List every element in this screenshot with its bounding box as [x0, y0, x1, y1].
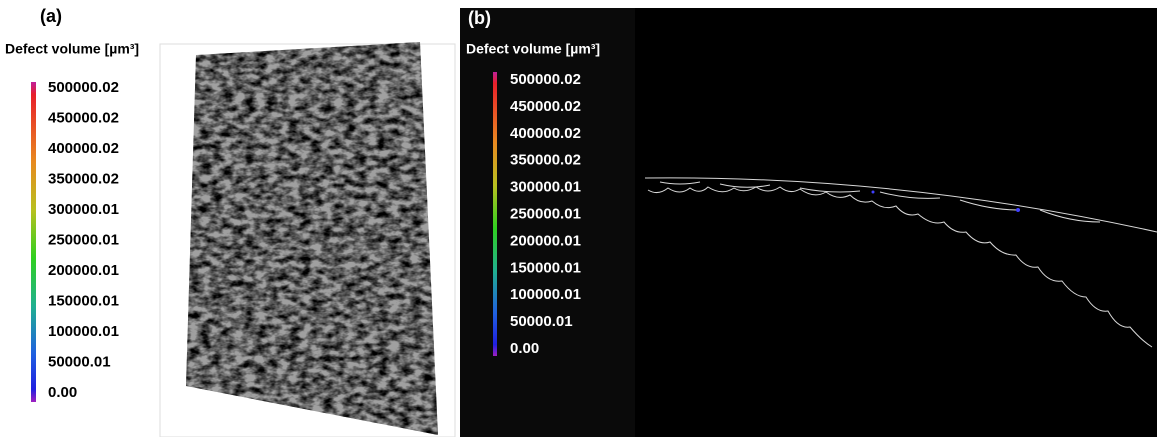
scale-label: 50000.01 [48, 353, 111, 370]
legend-title: Defect volume [µm³] [466, 41, 600, 57]
color-bar [493, 72, 497, 356]
defect-marker [1016, 208, 1020, 212]
scale-label: 450000.02 [48, 109, 119, 126]
scale-label: 100000.01 [510, 286, 581, 303]
scale-label: 300000.01 [510, 179, 581, 196]
scale-label: 0.00 [510, 340, 539, 357]
scale-label: 500000.02 [510, 71, 581, 88]
panel-label: (b) [468, 8, 491, 28]
scale-label: 400000.02 [48, 140, 119, 157]
color-bar [31, 82, 36, 402]
scale-label: 300000.01 [48, 201, 119, 218]
scale-label: 400000.02 [510, 125, 581, 142]
legend-title: Defect volume [µm³] [5, 41, 139, 57]
scale-label: 350000.02 [48, 170, 119, 187]
scale-label: 200000.01 [48, 262, 119, 279]
scale-label: 350000.02 [510, 152, 581, 169]
scale-label: 150000.01 [48, 292, 119, 309]
scale-label: 250000.01 [48, 231, 119, 248]
scale-label: 250000.01 [510, 205, 581, 222]
scale-label: 50000.01 [510, 313, 573, 330]
scale-label: 100000.01 [48, 323, 119, 340]
scale-label: 200000.01 [510, 232, 581, 249]
defect-marker [872, 191, 875, 194]
scale-label: 450000.02 [510, 98, 581, 115]
panel-label: (a) [40, 6, 62, 26]
figure: (a) Defect volume [µm³] (b) Defect volum… [0, 0, 1157, 437]
scale-label: 500000.02 [48, 79, 119, 96]
surface-render [180, 40, 445, 437]
scale-label: 0.00 [48, 384, 77, 401]
scale-label: 150000.01 [510, 259, 581, 276]
